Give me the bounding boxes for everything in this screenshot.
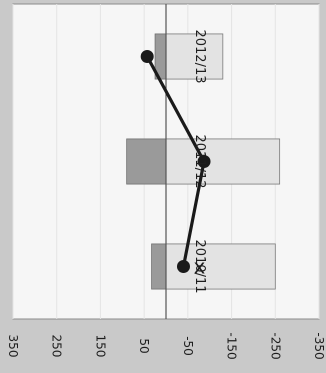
tick-label: 350 xyxy=(6,335,20,358)
tick-label: 250 xyxy=(50,335,64,358)
bar-positive-2010-11 xyxy=(151,243,167,290)
tick-label: -250 xyxy=(268,332,282,359)
line-point-2010-11 xyxy=(176,260,190,273)
tick-label: -150 xyxy=(225,332,239,359)
bar-positive-2011-12 xyxy=(126,138,167,185)
category-label: 2011/12 xyxy=(192,134,207,188)
category-labels: 2010/11 2011/12 2012/13 xyxy=(192,29,207,293)
tick-label: -50 xyxy=(181,336,195,356)
bar-negative-2011-12 xyxy=(165,138,281,185)
bar-series xyxy=(126,33,281,290)
line-series: x xyxy=(140,50,211,279)
tick-label: 150 xyxy=(93,335,107,358)
bar-negative-2012-13 xyxy=(165,33,224,80)
category-label: 2010/11 xyxy=(192,239,207,293)
value-axis-ticks: 350 250 150 50 -50 -150 -250 -350 xyxy=(6,332,326,359)
annotation-x: x xyxy=(193,255,205,279)
line-point-2012-13 xyxy=(140,50,154,63)
category-label: 2012/13 xyxy=(192,29,207,83)
line-point-2011-12 xyxy=(197,155,211,168)
tick-label: -350 xyxy=(312,332,326,359)
tick-label: 50 xyxy=(137,338,151,353)
